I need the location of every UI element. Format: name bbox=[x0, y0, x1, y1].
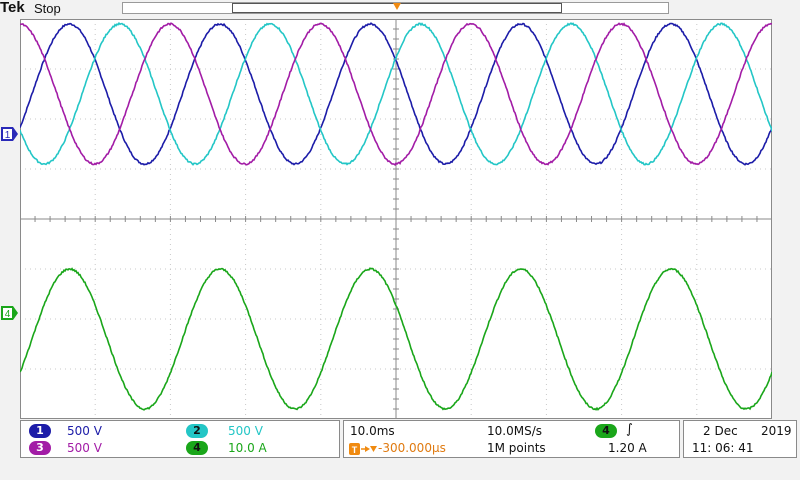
svg-text:1: 1 bbox=[5, 130, 11, 141]
trace-ch4 bbox=[20, 267, 772, 411]
trace-ch2 bbox=[20, 21, 772, 166]
trigger-level[interactable]: 1.20 A bbox=[608, 441, 647, 455]
acquisition-state: Stop bbox=[34, 1, 61, 16]
graticule bbox=[20, 19, 772, 419]
time-text: 11: 06: 41 bbox=[692, 441, 754, 455]
svg-text:4: 4 bbox=[5, 309, 11, 320]
trace-ch1 bbox=[20, 22, 772, 166]
ch4-ground-marker[interactable]: 4 bbox=[1, 306, 19, 320]
horizontal-scale[interactable]: 10.0ms bbox=[350, 424, 395, 438]
brand-logo: Tek bbox=[0, 0, 25, 16]
trigger-source-badge[interactable]: 4 bbox=[595, 424, 617, 438]
year-text: 2019 bbox=[761, 424, 792, 438]
trace-ch3 bbox=[20, 22, 772, 166]
ch4-badge[interactable]: 4 bbox=[186, 441, 208, 455]
ch2-scale: 500 V bbox=[228, 424, 263, 438]
waveform-traces bbox=[20, 21, 772, 411]
top-bar: Tek Stop T bbox=[0, 0, 800, 37]
trigger-slope-icon: ∫ bbox=[626, 422, 633, 437]
channel-settings-panel: 1 500 V 2 500 V 3 500 V 4 10.0 A bbox=[20, 420, 340, 458]
ch1-badge[interactable]: 1 bbox=[29, 424, 51, 438]
ch1-ground-marker[interactable]: 1 bbox=[1, 127, 19, 141]
ch4-scale: 10.0 A bbox=[228, 441, 267, 455]
record-length: 1M points bbox=[487, 441, 546, 455]
ch3-badge[interactable]: 3 bbox=[29, 441, 51, 455]
waveform-display bbox=[20, 19, 772, 419]
timebase-trigger-panel: 10.0ms 10.0MS/s 4 ∫ T -300.000µs 1M poin… bbox=[343, 420, 680, 458]
ch1-scale: 500 V bbox=[67, 424, 102, 438]
sample-rate: 10.0MS/s bbox=[487, 424, 542, 438]
ch3-scale: 500 V bbox=[67, 441, 102, 455]
ch2-badge[interactable]: 2 bbox=[186, 424, 208, 438]
datetime-panel: 2 Dec 2019 11: 06: 41 bbox=[683, 420, 797, 458]
trigger-offset-icon: T bbox=[349, 443, 377, 455]
svg-text:T: T bbox=[352, 445, 358, 455]
trigger-position[interactable]: -300.000µs bbox=[378, 441, 446, 455]
date-text: 2 Dec bbox=[703, 424, 738, 438]
graticule-border bbox=[20, 19, 772, 419]
